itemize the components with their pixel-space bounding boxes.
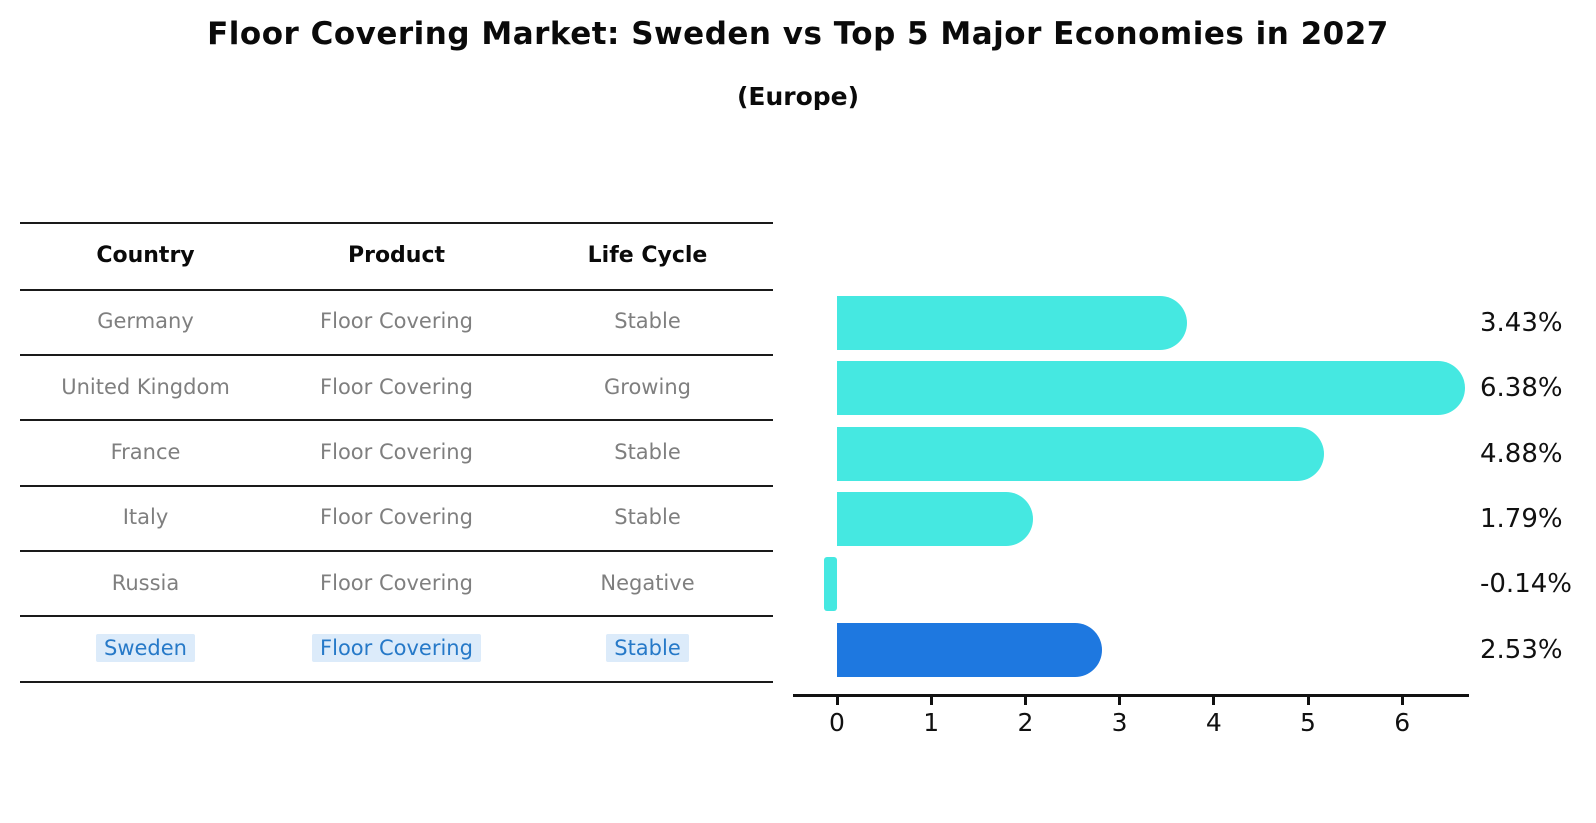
x-axis-tick-label: 2 — [1017, 708, 1034, 737]
table-rule-line — [20, 484, 773, 487]
table-cell-product: Floor Covering — [271, 633, 522, 662]
table-cell-lifecycle: Growing — [604, 374, 691, 399]
bar-sweden — [837, 622, 1103, 677]
table-rule-line — [20, 419, 773, 422]
table-cell-country: Russia — [111, 570, 180, 595]
table-row: Russia Floor Covering Negative — [20, 550, 773, 615]
table-cell-country: Germany — [97, 309, 194, 334]
bar-united-kingdom — [837, 361, 1465, 416]
table-rule-line — [20, 549, 773, 552]
table-row: France Floor Covering Stable — [20, 419, 773, 484]
x-axis-tick-mark — [1118, 696, 1122, 705]
x-axis-line — [793, 694, 1469, 697]
table-cell-country: United Kingdom — [61, 374, 230, 399]
table-rule-line — [20, 222, 773, 224]
bar-russia — [823, 557, 837, 612]
table-cell-product: Floor Covering — [320, 439, 473, 464]
bar-value-label: 1.79% — [1480, 503, 1563, 534]
table-header-product: Product — [347, 242, 446, 268]
table-cell-product: Floor Covering — [320, 570, 473, 595]
bar-france — [837, 426, 1324, 481]
bar-value-label: 6.38% — [1480, 373, 1563, 404]
table-rule-line — [20, 615, 773, 618]
x-axis-tick-label: 0 — [829, 708, 845, 737]
x-axis-tick-mark — [929, 696, 933, 705]
table-cell-country: Italy — [122, 505, 169, 530]
table-cell-product: Floor Covering — [320, 374, 473, 399]
x-axis-tick-mark — [1306, 696, 1310, 705]
table-cell-country: Sweden — [20, 633, 271, 662]
table-header-row: Country Product Life Cycle — [20, 222, 773, 288]
table-header-country: Country — [96, 242, 195, 268]
bar-value-label: -0.14% — [1480, 569, 1572, 600]
x-axis-tick-label: 6 — [1394, 708, 1411, 737]
x-axis-tick-mark — [1023, 696, 1027, 705]
table-cell-product: Floor Covering — [320, 505, 473, 530]
table-cell-lifecycle: Negative — [600, 570, 695, 595]
bar-value-label: 2.53% — [1480, 634, 1563, 665]
x-axis-tick-label: 4 — [1205, 708, 1222, 737]
table-row: Germany Floor Covering Stable — [20, 289, 773, 354]
x-axis-tick-label: 5 — [1300, 708, 1316, 737]
table-header-lifecycle: Life Cycle — [587, 242, 708, 268]
bar-value-label: 4.88% — [1480, 438, 1563, 469]
country-table: Country Product Life Cycle Germany Floor… — [20, 222, 773, 683]
table-row: Sweden Floor Covering Stable — [20, 615, 773, 680]
table-row: United Kingdom Floor Covering Growing — [20, 354, 773, 419]
table-cell-lifecycle: Stable — [614, 309, 681, 334]
x-axis-tick-label: 1 — [923, 708, 940, 737]
bar-italy — [837, 491, 1033, 546]
table-rule-line — [20, 353, 773, 356]
table-cell-lifecycle: Stable — [522, 633, 773, 662]
table-cell-product: Floor Covering — [320, 309, 473, 334]
table-cell-lifecycle: Stable — [614, 439, 681, 464]
bar-value-label: 3.43% — [1480, 308, 1563, 338]
table-cell-lifecycle: Stable — [614, 505, 681, 530]
chart-title: Floor Covering Market: Sweden vs Top 5 M… — [207, 16, 1389, 52]
table-rule-line — [20, 288, 773, 291]
table-cell-country: France — [110, 439, 181, 464]
x-axis-tick-mark — [1212, 696, 1216, 705]
bar-germany — [837, 296, 1188, 350]
x-axis-tick-label: 3 — [1111, 708, 1128, 737]
x-axis-tick-mark — [835, 696, 839, 705]
chart-subtitle: (Europe) — [736, 82, 860, 111]
table-rule-line — [20, 680, 773, 683]
bar-chart-plot: 3.43% 6.38% 4.88% 1.79% -0.14% 2.53% 0 1 2 3 4 5 6 — [793, 256, 1572, 737]
table-row: Italy Floor Covering Stable — [20, 485, 773, 550]
x-axis-tick-mark — [1400, 696, 1404, 705]
